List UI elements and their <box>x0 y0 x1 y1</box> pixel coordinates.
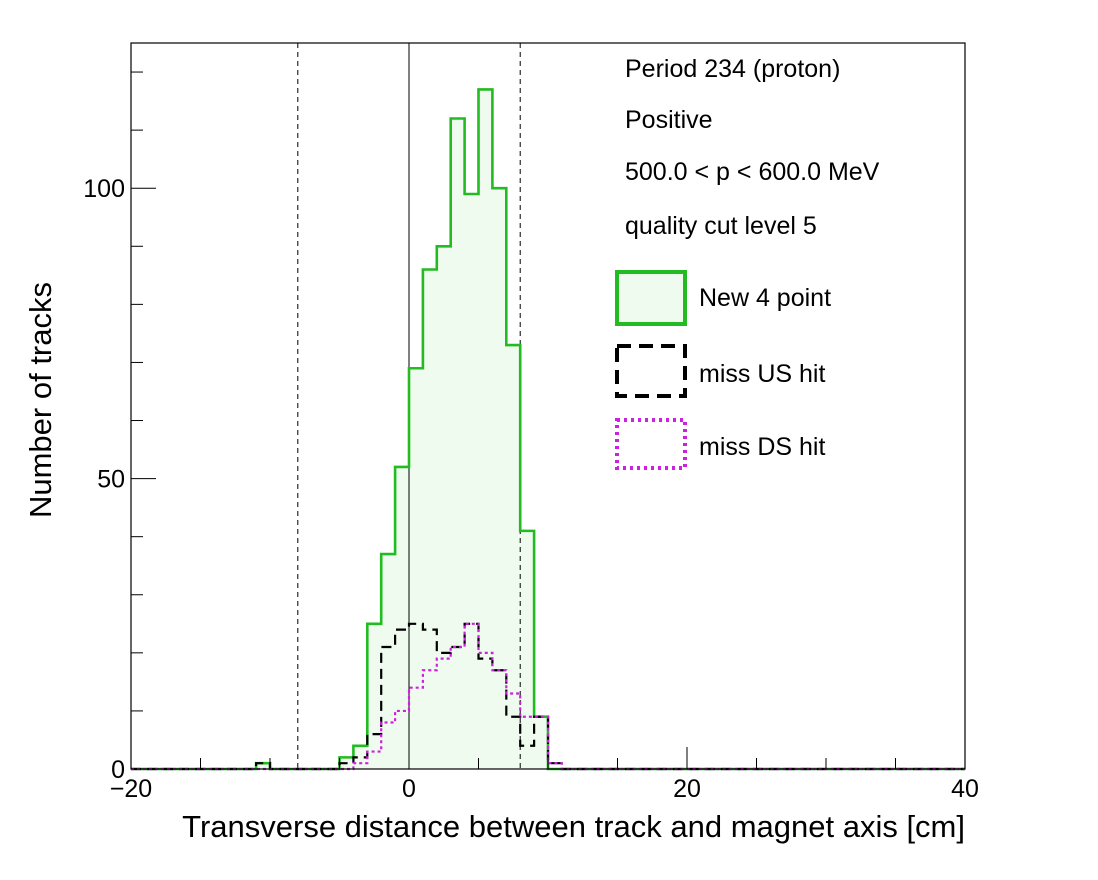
histogram-fill-new-4-point <box>131 89 965 770</box>
legend-label-new-4-point: New 4 point <box>699 284 831 312</box>
histogram-new-4-point <box>131 88 965 771</box>
annotation-momentum: 500.0 < p < 600.0 MeV <box>625 158 880 186</box>
annotation-period: Period 234 (proton) <box>625 55 840 83</box>
bin-miss-ds-hit <box>409 688 423 769</box>
bin-miss-ds-hit <box>367 752 381 769</box>
annotation-quality: quality cut level 5 <box>625 212 817 240</box>
annotations: Period 234 (proton) Positive 500.0 < p <… <box>625 55 880 240</box>
legend-swatch-miss-ds-hit <box>615 418 687 470</box>
histogram-layer <box>131 88 965 771</box>
bin-miss-ds-hit <box>381 723 395 769</box>
bin-miss-ds-hit <box>534 717 548 769</box>
legend-label-miss-us-hit: miss US hit <box>699 360 825 388</box>
bin-miss-ds-hit <box>423 670 437 769</box>
legend-swatch-miss-us-hit <box>615 344 687 398</box>
x-tick-label: 40 <box>951 775 979 803</box>
bin-miss-ds-hit <box>437 659 451 769</box>
x-tick-label: 0 <box>402 775 416 803</box>
bin-miss-ds-hit <box>479 653 493 769</box>
legend: New 4 point miss US hit miss DS hit <box>615 270 831 470</box>
fill-layer <box>131 89 965 770</box>
bin-miss-ds-hit <box>548 763 562 769</box>
bin-miss-ds-hit <box>395 711 409 769</box>
legend-label-miss-ds-hit: miss DS hit <box>699 433 825 461</box>
x-tick-label: 20 <box>673 775 701 803</box>
bin-miss-ds-hit <box>506 693 520 769</box>
plot-frame <box>130 42 966 770</box>
bin-miss-ds-hit <box>353 763 367 769</box>
x-axis-title: Transverse distance between track and ma… <box>182 809 965 844</box>
bin-miss-ds-hit <box>492 670 506 769</box>
y-tick-label: 100 <box>83 175 125 203</box>
bin-miss-ds-hit <box>520 717 534 769</box>
annotation-charge: Positive <box>625 106 713 134</box>
bin-miss-ds-hit <box>451 647 465 769</box>
x-tick-label: −20 <box>110 775 152 803</box>
y-axis-title: Number of tracks <box>23 282 58 518</box>
y-tick-label: 0 <box>111 756 125 784</box>
y-tick-label: 50 <box>97 466 125 494</box>
bin-miss-ds-hit <box>465 624 479 769</box>
axes-frame <box>130 42 966 770</box>
legend-swatch-new-4-point <box>615 270 687 326</box>
